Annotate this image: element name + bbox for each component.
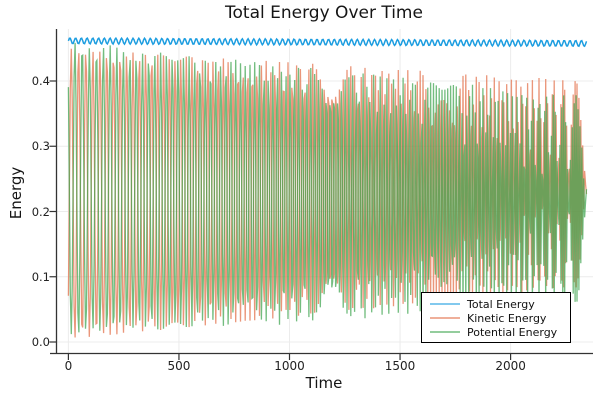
- legend-item-kinetic-energy: Kinetic Energy: [430, 311, 564, 325]
- series-line-potential-energy: [67, 42, 588, 335]
- y-tick-label: 0.1: [31, 269, 50, 284]
- legend-item-total-energy: Total Energy: [430, 297, 564, 311]
- x-tick-label: 1500: [384, 359, 416, 373]
- legend-label: Kinetic Energy: [467, 311, 547, 325]
- legend-label: Total Energy: [467, 297, 535, 311]
- legend-line-kinetic-energy: [430, 317, 460, 319]
- series-line-total-energy: [67, 36, 588, 48]
- x-tick-label: 1000: [274, 359, 305, 373]
- y-tick-label: 0.2: [31, 204, 50, 219]
- legend: Total Energy Kinetic Energy Potential En…: [421, 292, 571, 343]
- x-axis-label: Time: [305, 374, 343, 392]
- x-tick-label: 0: [64, 359, 73, 373]
- x-tick-label: 2000: [495, 359, 526, 373]
- y-tick-label: 0.4: [31, 74, 50, 88]
- legend-item-potential-energy: Potential Energy: [430, 325, 564, 339]
- x-tick-label: 500: [167, 359, 191, 373]
- legend-line-total-energy: [430, 303, 460, 305]
- y-tick-label: 0.3: [31, 139, 50, 154]
- chart-title: Total Energy Over Time: [225, 3, 423, 23]
- legend-label: Potential Energy: [467, 325, 558, 339]
- legend-line-potential-energy: [430, 331, 460, 333]
- y-tick-label: 0.0: [31, 335, 50, 349]
